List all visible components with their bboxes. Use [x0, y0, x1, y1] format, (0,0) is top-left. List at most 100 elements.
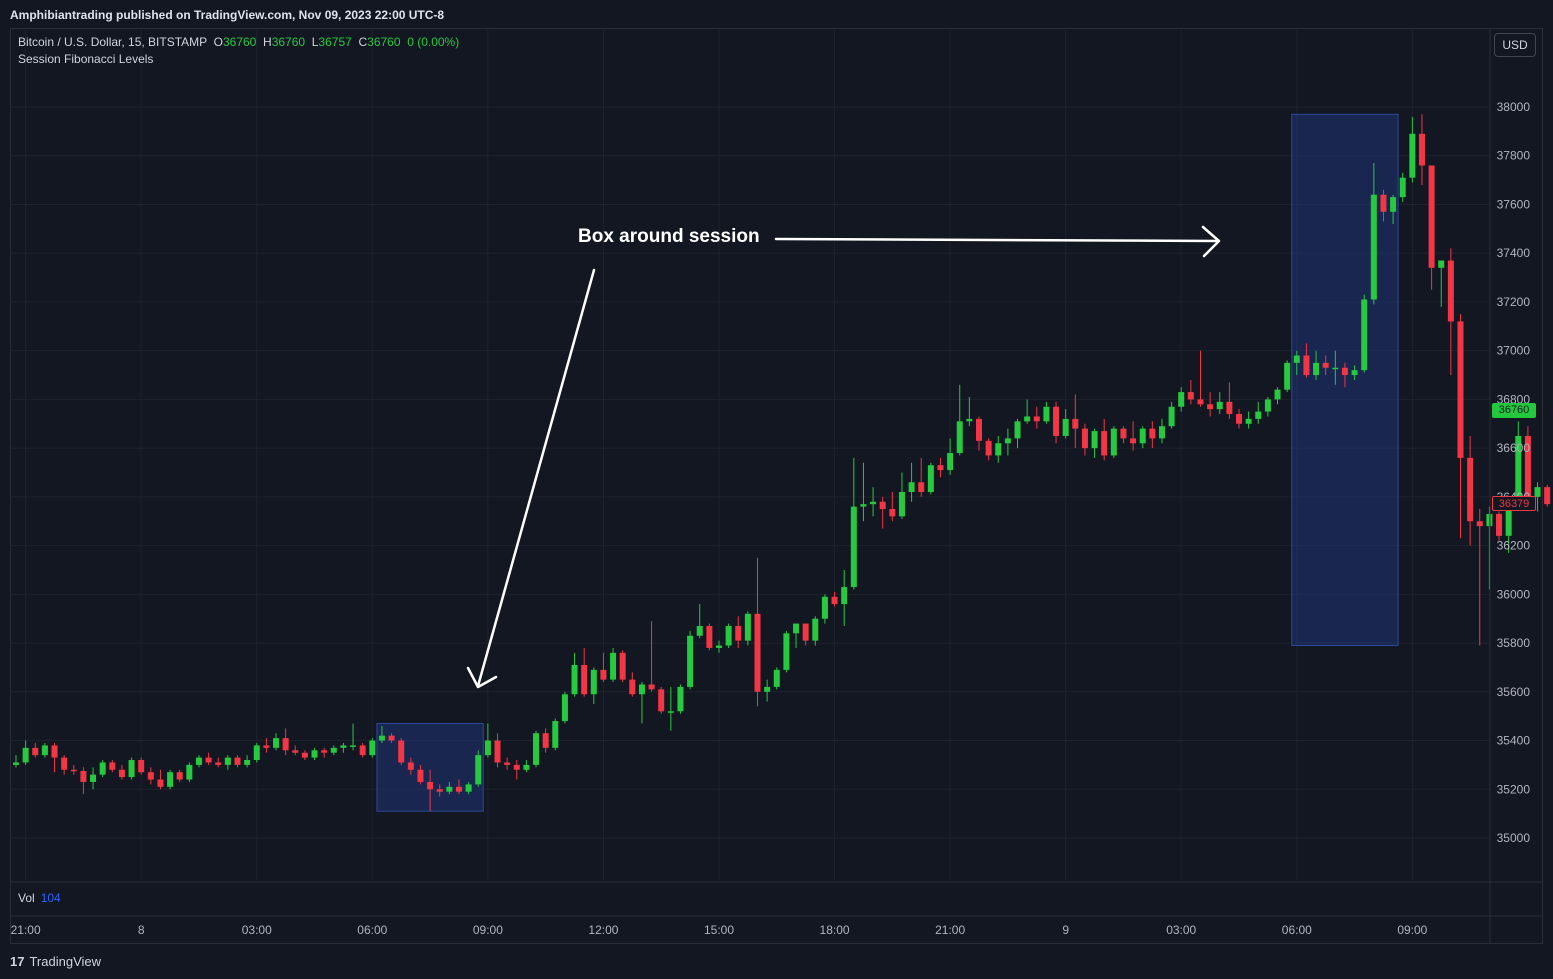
candle-body: [234, 757, 241, 765]
candle-body: [1101, 431, 1108, 456]
candle-body: [1110, 428, 1117, 456]
candle-body: [1130, 438, 1137, 444]
candle-body: [1313, 362, 1320, 376]
arrow-right-line: [774, 237, 1220, 243]
candle-body: [340, 745, 347, 748]
candle-body: [1264, 399, 1271, 412]
candle-body: [1274, 389, 1281, 400]
x-tick-label: 06:00: [357, 923, 387, 937]
candle-body: [1004, 438, 1011, 444]
candle-body: [253, 745, 260, 761]
candle-body: [282, 738, 289, 751]
candle-body: [1187, 392, 1194, 400]
open-value: 36760: [222, 35, 257, 49]
x-tick-label: 03:00: [242, 923, 272, 937]
candle-body: [1207, 404, 1214, 410]
candle-body: [870, 501, 877, 505]
y-tick-label: 37200: [1497, 295, 1531, 309]
high-label: H: [263, 35, 272, 49]
candle-body: [1457, 321, 1464, 458]
arrow-right-head: [1201, 225, 1221, 258]
candle-body: [918, 482, 925, 492]
candle-body: [41, 745, 48, 756]
candle-body: [330, 747, 337, 753]
candle-body: [407, 762, 414, 770]
y-tick-label: 37000: [1497, 344, 1531, 358]
candle-body: [1428, 165, 1435, 268]
x-tick-label: 06:00: [1282, 923, 1312, 937]
candle-body: [1014, 421, 1021, 439]
candle-body: [205, 757, 212, 763]
y-tick-label: 37800: [1497, 149, 1531, 163]
candle-body: [658, 689, 665, 712]
annotation-arrows: [466, 225, 1221, 689]
candle-body: [1534, 487, 1541, 497]
candle-body: [1024, 416, 1031, 422]
candle-body: [831, 596, 838, 605]
y-tick-label: 36000: [1497, 587, 1531, 601]
candle-body: [995, 443, 1002, 456]
candle-body: [1255, 411, 1262, 419]
candle-body: [783, 633, 790, 670]
candle-body: [263, 745, 270, 748]
candle-body: [552, 721, 559, 748]
candle-body: [436, 789, 443, 792]
change-value: 0 (0.00%): [407, 35, 460, 49]
candle-body: [1062, 418, 1069, 436]
candle-body: [754, 613, 761, 692]
candle-body: [359, 745, 366, 756]
symbol-legend: Bitcoin / U.S. Dollar, 15, BITSTAMP O367…: [18, 35, 459, 49]
candle-body: [1409, 133, 1416, 178]
candle-body: [301, 752, 308, 758]
candle-body: [350, 745, 357, 747]
candle-body: [561, 694, 568, 722]
candle-body: [369, 740, 376, 756]
candle-body: [388, 735, 395, 741]
low-label: L: [311, 35, 319, 49]
y-tick-label: 35800: [1497, 636, 1531, 650]
candle-body: [311, 750, 318, 758]
y-tick-label: 37400: [1497, 246, 1531, 260]
footer: 17 TradingView: [0, 944, 1553, 979]
x-tick-label: 18:00: [820, 923, 850, 937]
candle-body: [61, 757, 68, 770]
candle-body: [860, 504, 867, 507]
volume-value: 104: [40, 891, 61, 905]
candle-body: [821, 596, 828, 619]
candle-body: [195, 757, 202, 765]
candle-body: [706, 626, 713, 648]
candle-body: [744, 613, 751, 641]
y-tick-label: 36600: [1497, 441, 1531, 455]
candle-body: [90, 774, 97, 782]
candle-body: [879, 501, 886, 510]
last-price-tag: 36760: [1492, 403, 1536, 418]
x-tick-label: 09:00: [1397, 923, 1427, 937]
x-tick-label: 9: [1062, 923, 1069, 937]
indicator-label[interactable]: Session Fibonacci Levels: [18, 52, 154, 66]
candle-body: [128, 760, 135, 778]
candle-body: [985, 440, 992, 456]
time-axis: 21:00 8 03:00 06:00 09:00 12:00 15:00 18:00 21:0…: [11, 28, 1542, 944]
annotation-text: Box around session: [578, 226, 760, 247]
candle-body: [629, 679, 636, 695]
candle-body: [1197, 399, 1204, 405]
close-value: 36760: [367, 35, 401, 49]
tradingview-logo[interactable]: 17 TradingView: [10, 954, 101, 969]
candle-body: [600, 669, 607, 680]
candle-body: [484, 740, 491, 756]
currency-button[interactable]: USD: [1494, 33, 1536, 57]
candle-body: [1351, 370, 1358, 376]
candle-body: [147, 772, 154, 780]
candle-body: [841, 587, 848, 605]
candle-body: [937, 465, 944, 471]
candle-body: [1303, 355, 1310, 376]
session-boxes: [376, 113, 1399, 812]
tradingview-logo-icon: 17: [10, 954, 25, 969]
candle-body: [427, 781, 434, 790]
session-price-tag: 36379: [1492, 496, 1536, 511]
candle-body: [1168, 406, 1175, 427]
candle-body: [850, 506, 857, 588]
candle-body: [1418, 133, 1425, 166]
candle-body: [1033, 416, 1040, 422]
